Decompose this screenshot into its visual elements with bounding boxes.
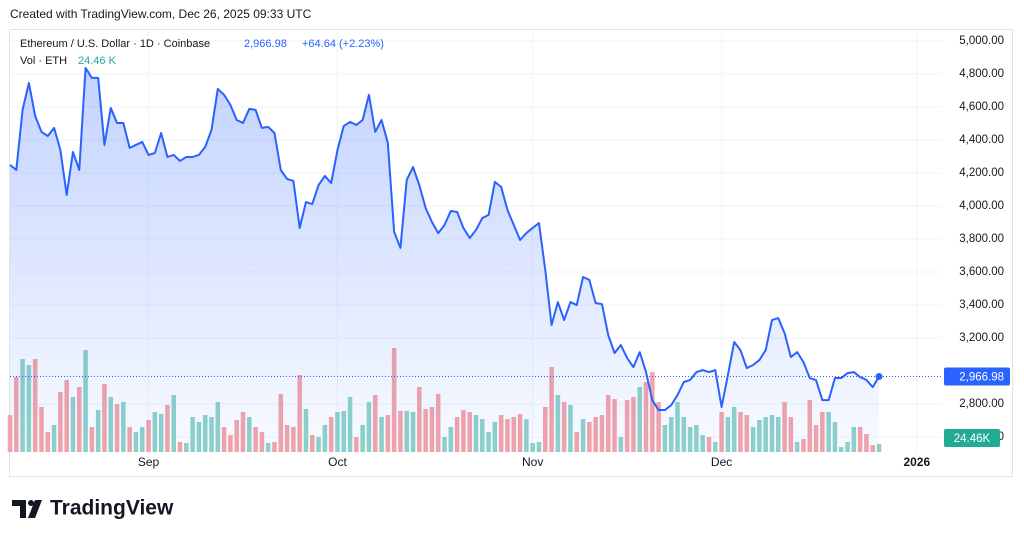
last-volume-label: 24.46K [954,433,991,445]
price-line [9,66,880,412]
last-volume-box [944,429,1000,447]
x-tick-label: Oct [328,455,347,469]
symbol-label: Ethereum / U.S. Dollar · 1D · Coinbase [20,38,210,50]
logo-text: TradingView [50,497,174,520]
y-tick-label: 3,600.00 [959,266,1004,278]
y-tick-label: 4,000.00 [959,200,1004,212]
x-tick-label: 2026 [903,455,930,469]
y-tick-label: 3,800.00 [959,233,1004,245]
legend-price: 2,966.98 [244,38,287,50]
area-fill [10,67,880,452]
price-series [9,66,942,452]
last-price-box [944,367,1010,386]
y-tick-label: 4,400.00 [959,134,1004,146]
legend-change: +64.64 (+2.23%) [302,38,384,50]
chart-frame [9,29,1013,477]
y-tick-label: 4,600.00 [959,101,1004,113]
last-price-dot [875,373,883,381]
volume-name: Vol · ETH [20,55,67,67]
y-tick-label: 3,200.00 [959,332,1004,344]
x-tick-label: Nov [522,455,543,469]
last-price-label: 2,966.98 [959,372,1004,384]
y-tick-label: 3,400.00 [959,299,1004,311]
axes: 2,600.002,800.003,200.003,400.003,600.00… [138,35,1010,469]
y-tick-label: 5,000.00 [959,35,1004,47]
y-tick-label: 2,800.00 [959,398,1004,410]
logo-icon [12,500,42,518]
y-tick-label: 4,200.00 [959,167,1004,179]
x-tick-label: Sep [138,455,160,469]
y-tick-label: 4,800.00 [959,68,1004,80]
x-tick-label: Dec [711,455,732,469]
volume-legend-value: 24.46 K [78,55,117,67]
created-note: Created with TradingView.com, Dec 26, 20… [10,7,312,21]
